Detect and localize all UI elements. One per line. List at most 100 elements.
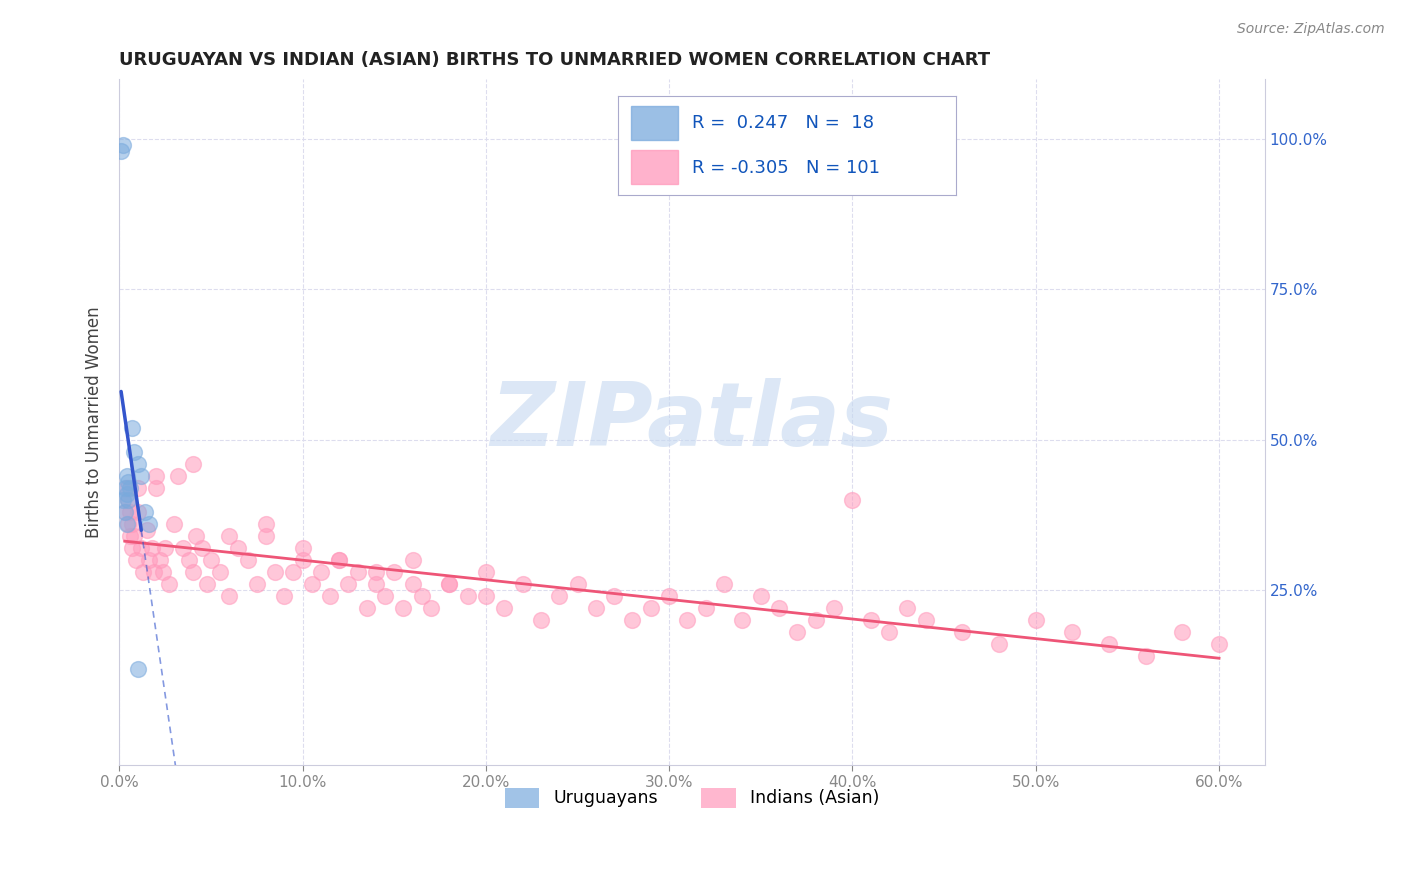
Point — [640, 601, 662, 615]
Point — [731, 613, 754, 627]
Point — [120, 529, 142, 543]
Text: ZIPatlas: ZIPatlas — [491, 378, 894, 466]
Point — [567, 577, 589, 591]
Point — [1135, 649, 1157, 664]
Point — [195, 577, 218, 591]
Point — [823, 601, 845, 615]
Point — [129, 469, 152, 483]
Point — [157, 577, 180, 591]
Point — [121, 517, 143, 532]
Point — [346, 565, 368, 579]
Point — [110, 144, 132, 158]
Point — [120, 505, 142, 519]
Point — [988, 637, 1011, 651]
Point — [786, 625, 808, 640]
Point — [135, 523, 157, 537]
Point — [127, 457, 149, 471]
Point — [382, 565, 405, 579]
Point — [328, 553, 350, 567]
Point — [1208, 637, 1230, 651]
Point — [111, 137, 134, 152]
Point — [319, 589, 342, 603]
Point — [1098, 637, 1121, 651]
Point — [115, 517, 138, 532]
Point — [117, 493, 139, 508]
Point — [153, 541, 176, 556]
Point — [115, 469, 138, 483]
Point — [186, 529, 208, 543]
Point — [111, 493, 134, 508]
Point — [283, 565, 305, 579]
Point — [1062, 625, 1084, 640]
Point — [494, 601, 516, 615]
Point — [218, 589, 240, 603]
Point — [548, 589, 571, 603]
Point — [181, 457, 204, 471]
Point — [768, 601, 790, 615]
Point — [401, 553, 423, 567]
Point — [437, 577, 460, 591]
Point — [291, 553, 314, 567]
Point — [120, 481, 142, 495]
Point — [1171, 625, 1194, 640]
Point — [125, 553, 148, 567]
Point — [138, 517, 160, 532]
Point — [437, 577, 460, 591]
Point — [356, 601, 378, 615]
Point — [859, 613, 882, 627]
Point — [676, 613, 699, 627]
Point — [167, 469, 190, 483]
Point — [172, 541, 194, 556]
Point — [695, 601, 717, 615]
Point — [190, 541, 212, 556]
Point — [127, 481, 149, 495]
Point — [122, 445, 145, 459]
Point — [374, 589, 396, 603]
Point — [117, 475, 139, 489]
Point — [246, 577, 269, 591]
Point — [749, 589, 772, 603]
Point — [337, 577, 360, 591]
Point — [218, 529, 240, 543]
Point — [952, 625, 974, 640]
Point — [149, 553, 172, 567]
Point — [129, 541, 152, 556]
Point — [475, 589, 498, 603]
Point — [127, 661, 149, 675]
Point — [114, 505, 136, 519]
Y-axis label: Births to Unmarried Women: Births to Unmarried Women — [86, 306, 103, 538]
Point — [143, 565, 166, 579]
Point — [364, 565, 387, 579]
Point — [877, 625, 900, 640]
Point — [301, 577, 323, 591]
Point — [236, 553, 259, 567]
Point — [209, 565, 232, 579]
Point — [115, 481, 138, 495]
Point — [115, 487, 138, 501]
Point — [914, 613, 936, 627]
Point — [364, 577, 387, 591]
Point — [309, 565, 332, 579]
Point — [457, 589, 479, 603]
Text: URUGUAYAN VS INDIAN (ASIAN) BIRTHS TO UNMARRIED WOMEN CORRELATION CHART: URUGUAYAN VS INDIAN (ASIAN) BIRTHS TO UN… — [120, 51, 990, 69]
Text: Source: ZipAtlas.com: Source: ZipAtlas.com — [1237, 22, 1385, 37]
Point — [621, 613, 644, 627]
Point — [658, 589, 681, 603]
Point — [475, 565, 498, 579]
Point — [603, 589, 626, 603]
Point — [804, 613, 827, 627]
Point — [411, 589, 433, 603]
Point — [328, 553, 350, 567]
Point — [291, 541, 314, 556]
Point — [127, 505, 149, 519]
Point — [392, 601, 415, 615]
Point — [141, 541, 163, 556]
Point — [512, 577, 534, 591]
Point — [121, 421, 143, 435]
Point — [177, 553, 200, 567]
Point — [132, 565, 155, 579]
Point — [841, 493, 863, 508]
Point — [163, 517, 186, 532]
Point — [228, 541, 250, 556]
Point — [530, 613, 553, 627]
